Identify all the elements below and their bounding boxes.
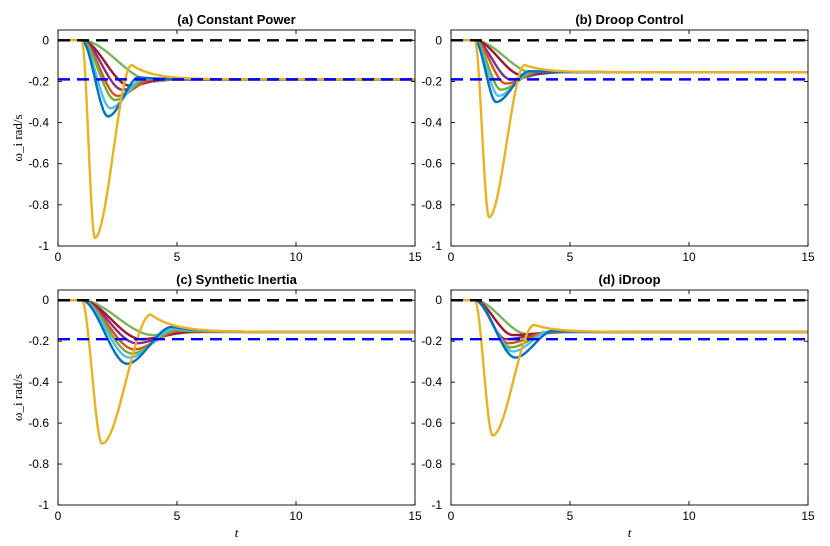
x-tick-label: 10 [289, 509, 303, 523]
x-tick-label: 15 [408, 250, 422, 264]
x-tick-label: 0 [448, 509, 455, 523]
series-line-bus-8 [451, 299, 808, 336]
series-line-bus-6 [58, 299, 415, 345]
x-tick-label: 10 [682, 250, 696, 264]
y-tick-label: -0.6 [421, 157, 442, 171]
plot-area [57, 289, 416, 506]
series-line-bus-6 [58, 39, 415, 91]
series-group [451, 39, 808, 219]
y-tick-label: -0.8 [28, 198, 49, 212]
chart-title: (c) Synthetic Inertia [176, 272, 297, 287]
y-tick-label: -0.4 [421, 375, 442, 389]
series-line-bus-3 [451, 299, 808, 353]
x-axis-label: t [628, 525, 632, 540]
y-tick-label: -0.2 [28, 74, 49, 88]
y-tick-label: 0 [42, 293, 49, 307]
chart-title: (a) Constant Power [177, 12, 295, 27]
series-line-bus-8 [58, 39, 415, 83]
y-axis-label: ω_i rad/s [10, 374, 25, 421]
y-tick-label: -0.4 [28, 116, 49, 130]
x-tick-label: 15 [408, 509, 422, 523]
x-tick-label: 15 [801, 509, 815, 523]
y-tick-label: -0.2 [28, 334, 49, 348]
chart-panel-4: 0 5 10 15 0 -0.2 -0.4 -0.6 -0.8 -1 (d) iDroop t [421, 272, 815, 540]
y-tick-label: -0.6 [28, 157, 49, 171]
y-tick-label: -0.6 [421, 416, 442, 430]
y-tick-label: -1 [38, 239, 49, 253]
series-line-bus-7 [451, 299, 808, 337]
plot-area [450, 29, 809, 247]
y-tick-label: -1 [431, 498, 442, 512]
y-tick-label: -0.2 [421, 74, 442, 88]
y-tick-label: -0.8 [421, 198, 442, 212]
y-tick-label: 0 [435, 293, 442, 307]
plot-area [57, 29, 416, 247]
x-tick-label: 5 [174, 250, 181, 264]
y-tick-label: -0.4 [421, 116, 442, 130]
series-group [58, 299, 415, 445]
y-tick-label: -1 [431, 239, 442, 253]
series-line-bus-5 [58, 39, 415, 98]
series-line-bus-8 [451, 39, 808, 75]
x-tick-label: 5 [567, 509, 574, 523]
chart-title: (b) Droop Control [575, 12, 683, 27]
chart-panel-2: 0 5 10 15 0 -0.2 -0.4 -0.6 -0.8 -1 (b) Droop Contr… [421, 12, 815, 264]
series-line-bus-1 [451, 39, 808, 219]
y-tick-label: -1 [38, 498, 49, 512]
x-tick-label: 5 [174, 509, 181, 523]
y-tick-label: -0.8 [421, 457, 442, 471]
series-line-bus-6 [451, 39, 808, 81]
series-line-bus-3 [451, 39, 808, 98]
y-tick-label: -0.2 [421, 334, 442, 348]
series-line-bus-2 [451, 299, 808, 359]
y-tick-label: 0 [42, 33, 49, 47]
x-tick-label: 0 [448, 250, 455, 264]
x-tick-label: 10 [289, 250, 303, 264]
x-tick-label: 5 [567, 250, 574, 264]
series-line-bus-1 [58, 299, 415, 445]
plot-area [450, 289, 809, 506]
series-line-bus-1 [451, 299, 808, 437]
y-tick-label: 0 [435, 33, 442, 47]
y-tick-label: -0.6 [28, 416, 49, 430]
y-tick-label: -0.4 [28, 375, 49, 389]
chart-panel-3: 0 5 10 15 0 -0.2 -0.4 -0.6 -0.8 -1 (c) Synthetic I… [10, 272, 422, 540]
x-tick-label: 0 [55, 509, 62, 523]
x-tick-label: 0 [55, 250, 62, 264]
y-tick-label: -0.8 [28, 457, 49, 471]
x-tick-label: 15 [801, 250, 815, 264]
y-axis-label: ω_i rad/s [10, 114, 25, 161]
chart-title: (d) iDroop [598, 272, 660, 287]
x-tick-label: 10 [682, 509, 696, 523]
series-group [58, 39, 415, 240]
x-axis-label: t [235, 525, 239, 540]
series-group [451, 299, 808, 437]
chart-panel-1: 0 5 10 15 0 -0.2 -0.4 -0.6 -0.8 -1 (a) Constant Po… [10, 12, 422, 264]
